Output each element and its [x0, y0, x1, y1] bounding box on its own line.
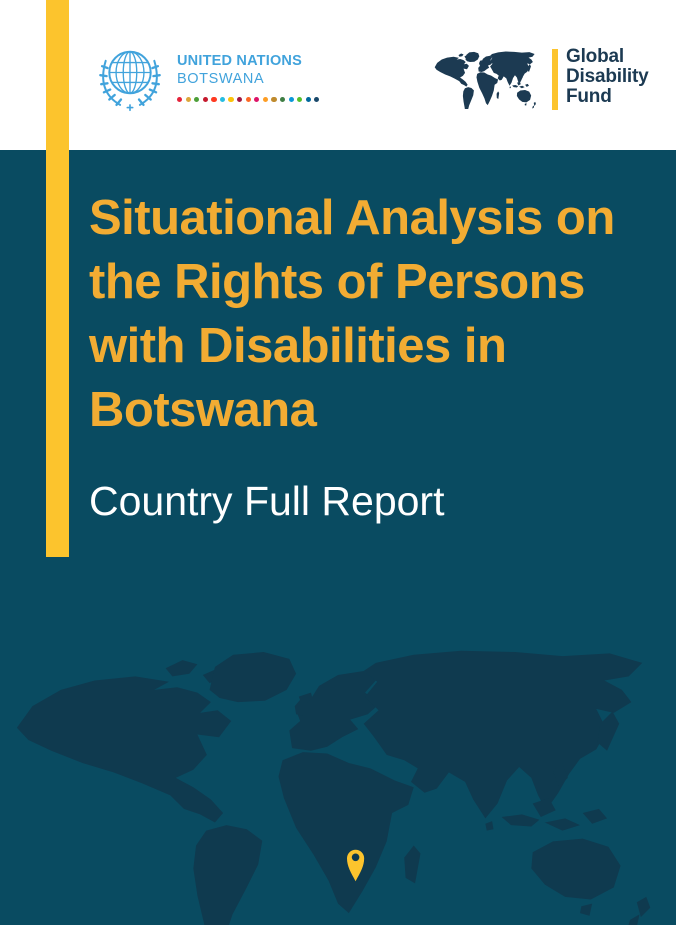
world-map-icon	[434, 51, 536, 109]
gdf-wordmark-line2: Disability	[566, 66, 649, 87]
un-logo-country: BOTSWANA	[177, 71, 265, 87]
sdg-dot	[314, 97, 320, 103]
world-map-silhouette	[16, 650, 651, 925]
page-subtitle: Country Full Report	[89, 478, 445, 524]
sdg-dot	[271, 97, 277, 103]
gdf-wordmark-line3: Fund	[566, 86, 612, 107]
header-band: UNITED NATIONS BOTSWANA Global Disabilit…	[0, 0, 676, 150]
sdg-dot	[237, 97, 243, 103]
page-title-line: the Rights of Persons	[89, 255, 585, 309]
sdg-dot	[177, 97, 183, 103]
sdg-dot	[262, 97, 268, 103]
location-pin-icon	[346, 849, 365, 882]
sdg-dot	[279, 97, 286, 103]
sdg-dot	[245, 97, 251, 103]
gdf-wordmark-line1: Global	[566, 46, 624, 67]
sdg-dot	[288, 97, 294, 103]
yellow-accent-stripe	[46, 0, 69, 557]
sdg-dot	[185, 97, 191, 103]
sdg-dots	[177, 97, 320, 103]
sdg-dot	[305, 97, 311, 103]
page-title-line: Botswana	[89, 383, 317, 437]
sdg-dot	[297, 97, 303, 103]
un-botswana-logo: UNITED NATIONS BOTSWANA	[94, 41, 320, 113]
sdg-dot	[254, 97, 260, 103]
un-emblem-icon	[99, 50, 161, 112]
un-logo-name: UNITED NATIONS	[177, 53, 302, 69]
sdg-dot	[211, 97, 217, 103]
sdg-dot	[228, 97, 234, 103]
gdf-accent-bar	[552, 49, 558, 110]
page-title-line: with Disabilities in	[89, 319, 507, 373]
sdg-dot	[194, 97, 200, 103]
sdg-dot	[219, 97, 226, 103]
sdg-dot	[202, 97, 208, 103]
global-disability-fund-logo: Global Disability Fund	[432, 46, 649, 110]
page-title-line: Situational Analysis on	[89, 191, 615, 245]
page-title: Situational Analysis on the Rights of Pe…	[89, 186, 615, 442]
